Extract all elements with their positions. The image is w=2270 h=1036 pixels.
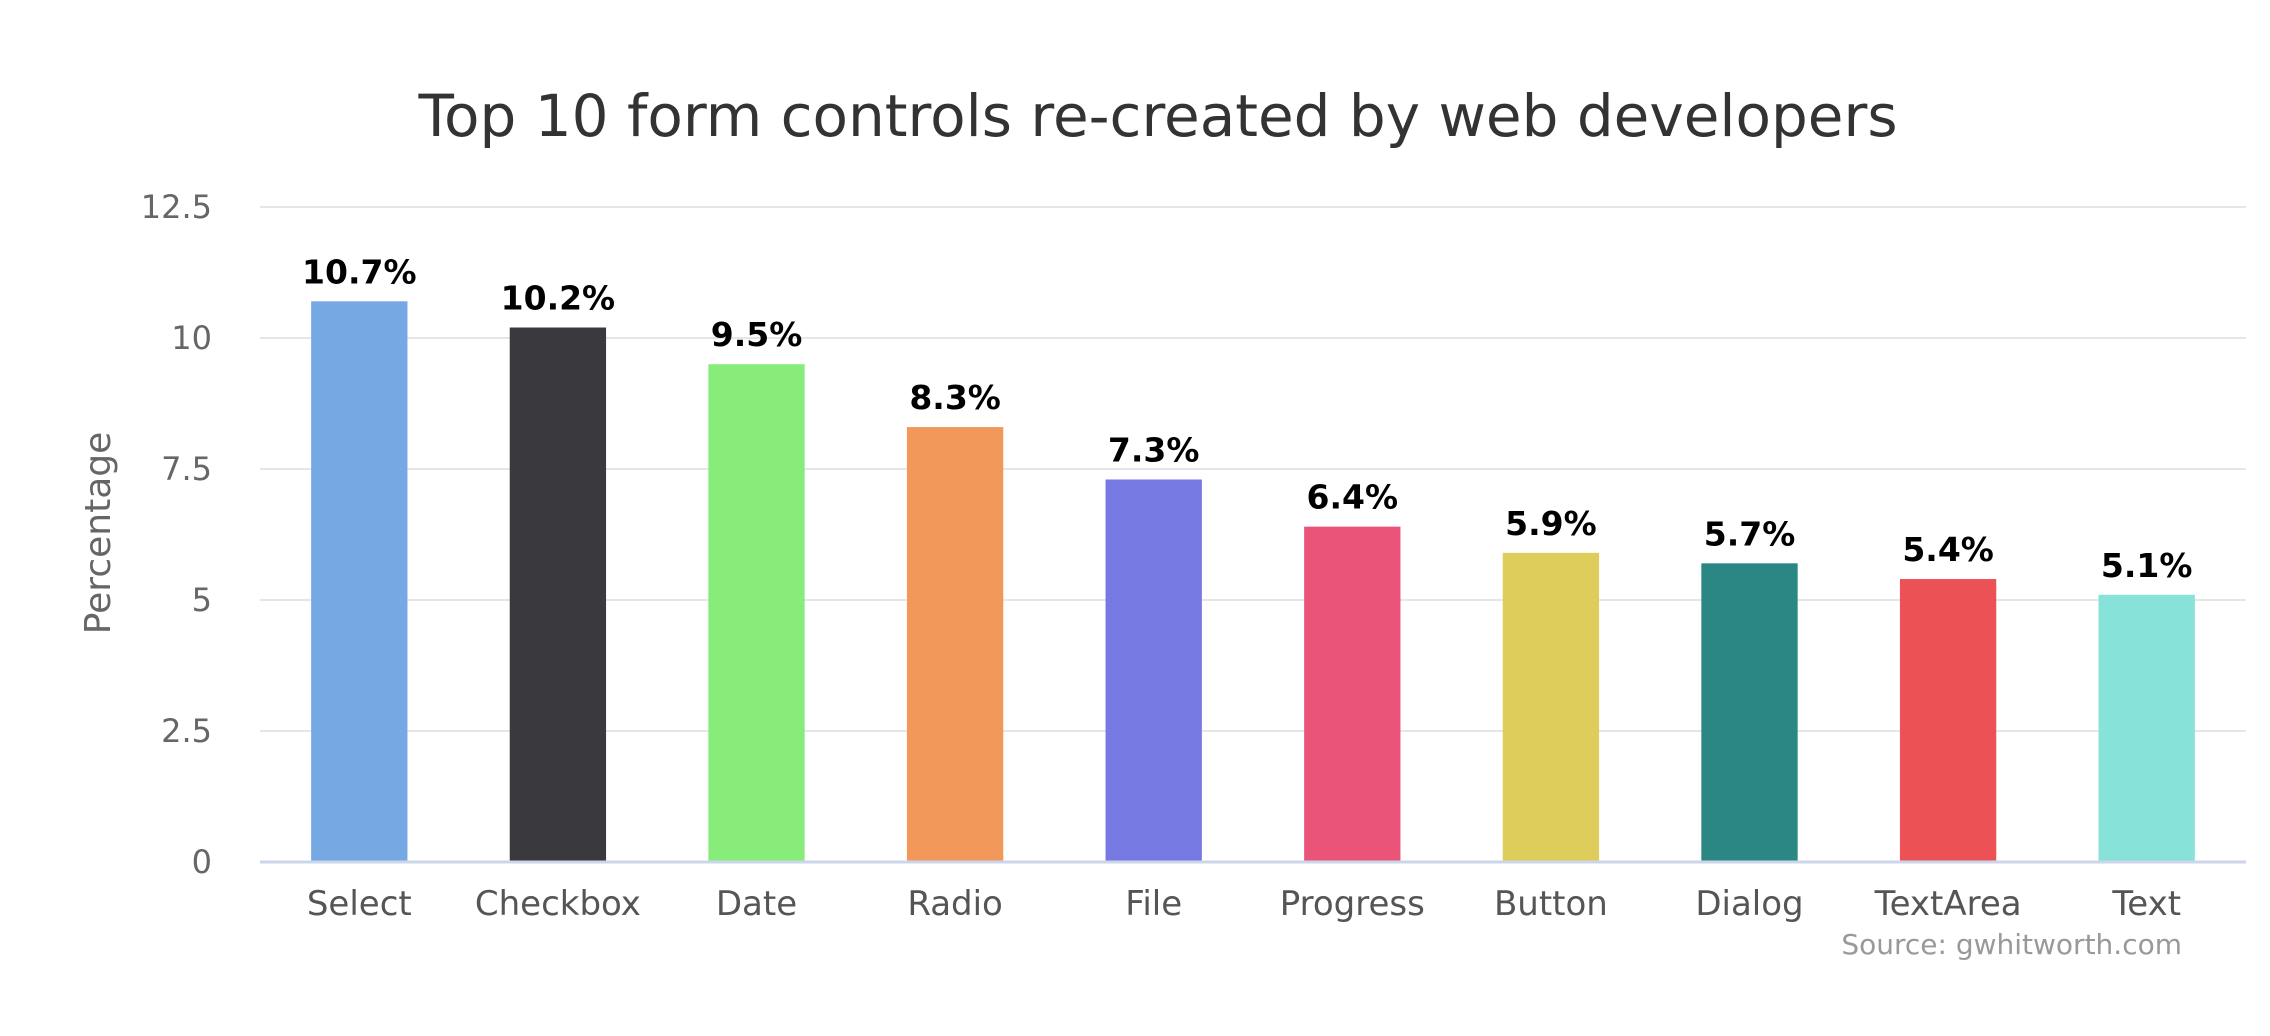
data-label: 5.1% xyxy=(2101,546,2193,585)
x-tick-label: Date xyxy=(716,884,797,924)
x-tick-label: Dialog xyxy=(1695,884,1803,924)
chart-title: Top 10 form controls re-created by web d… xyxy=(417,82,1897,150)
x-tick-label: Radio xyxy=(907,884,1003,924)
data-label: 5.7% xyxy=(1704,514,1796,553)
data-label: 5.4% xyxy=(1902,530,1994,569)
data-label: 10.7% xyxy=(302,252,417,291)
y-tick-label: 10 xyxy=(171,319,212,357)
bar-radio xyxy=(906,427,1004,862)
bar-date xyxy=(708,364,805,862)
x-tick-label: Button xyxy=(1494,884,1608,924)
x-tick-label: TextArea xyxy=(1874,884,2022,924)
bar-button xyxy=(1502,552,1600,862)
bar-file xyxy=(1105,479,1202,862)
data-label: 10.2% xyxy=(501,279,616,318)
data-label: 7.3% xyxy=(1108,430,1200,469)
bar-dialog xyxy=(1701,563,1798,862)
data-labels: 10.7% 10.2% 9.5% 8.3% 7.3% 6.4% 5.9% 5.7% 5.4% 5.… xyxy=(302,252,2192,584)
bar-text xyxy=(2098,594,2195,862)
x-axis-ticks: Select Checkbox Date Radio File Progress Butto… xyxy=(307,884,2181,924)
bar-textarea xyxy=(1899,579,1997,862)
y-tick-label: 7.5 xyxy=(161,450,212,488)
bar-progress xyxy=(1304,526,1401,862)
source-credit: Source: gwhitworth.com xyxy=(1841,928,2182,961)
x-tick-label: Select xyxy=(307,884,412,924)
x-tick-label: Progress xyxy=(1280,884,1425,924)
y-tick-label: 5 xyxy=(192,581,212,619)
data-label: 9.5% xyxy=(711,315,803,354)
y-axis-ticks: 0 2.5 5 7.5 10 12.5 xyxy=(141,188,212,881)
x-tick-label: Checkbox xyxy=(475,884,641,924)
data-label: 6.4% xyxy=(1307,478,1399,517)
y-tick-label: 12.5 xyxy=(141,188,212,226)
bars xyxy=(311,301,2195,862)
bar-select xyxy=(311,301,408,862)
y-tick-label: 2.5 xyxy=(161,712,212,750)
data-label: 8.3% xyxy=(909,378,1001,417)
data-label: 5.9% xyxy=(1505,504,1597,543)
bar-checkbox xyxy=(509,327,607,862)
x-tick-label: Text xyxy=(2111,884,2181,924)
x-tick-label: File xyxy=(1125,884,1182,924)
y-tick-label: 0 xyxy=(192,843,212,881)
y-axis-label: Percentage xyxy=(78,432,119,635)
